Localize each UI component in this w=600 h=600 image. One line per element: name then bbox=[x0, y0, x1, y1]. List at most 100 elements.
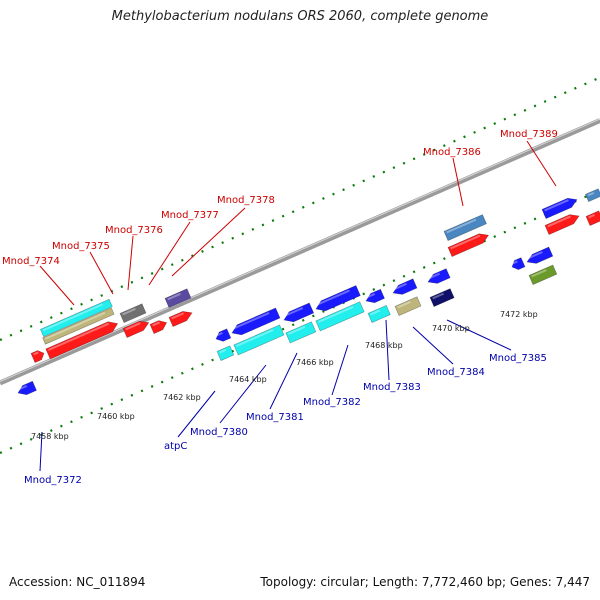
gene-blue-minus-h-shine bbox=[428, 272, 441, 280]
gene-blue-minus-f-shine bbox=[366, 293, 376, 299]
label-mnod-7389: Mnod_7389 bbox=[500, 129, 558, 140]
scale-ticks: 7458 kbp 7460 kbp 7462 kbp 7464 kbp 7466 kbp… bbox=[31, 310, 538, 441]
gene-slate-plus-body bbox=[164, 288, 192, 308]
gene-blue-minus-j-body bbox=[526, 246, 554, 264]
label-mnod-7382-leader bbox=[331, 344, 349, 396]
gene-features bbox=[17, 188, 600, 396]
gene-blue-plus-a bbox=[541, 197, 578, 219]
gene-blue-minus-d-body bbox=[283, 302, 315, 323]
gene-navy-minus-body bbox=[429, 288, 455, 307]
label-mnod-7376-leader bbox=[127, 235, 134, 291]
gene-red-plus-b bbox=[122, 320, 150, 338]
gene-cyan-plus-a bbox=[40, 298, 113, 338]
gene-khaki-minus bbox=[394, 296, 422, 316]
scale-label-3: 7464 kbp bbox=[229, 375, 267, 384]
gene-steel-plus-b bbox=[585, 188, 600, 203]
gene-blue-minus-b-shine bbox=[216, 331, 223, 337]
gene-blue-minus-g-body bbox=[392, 278, 418, 295]
scale-label-6: 7470 kbp bbox=[432, 324, 470, 333]
gene-olive-minus-shine bbox=[531, 269, 547, 278]
gene-red-plus-b-shine bbox=[125, 322, 141, 331]
label-atpc: atpC bbox=[164, 441, 187, 452]
label-mnod-7386: Mnod_7386 bbox=[423, 147, 481, 158]
gene-blue-minus-a-body bbox=[17, 380, 37, 396]
gene-cyan-minus-b bbox=[233, 324, 285, 356]
accession-text: Accession: NC_011894 bbox=[9, 575, 146, 589]
gene-khaki-plus-a bbox=[42, 307, 115, 345]
gene-red-plus-f-shine bbox=[547, 215, 571, 228]
gene-blue-minus-h bbox=[427, 268, 451, 284]
gene-red-plus-e bbox=[447, 233, 490, 257]
gene-red-plus-c bbox=[149, 320, 168, 334]
gene-cyan-minus-e-body bbox=[367, 305, 391, 323]
gene-khaki-minus-body bbox=[394, 296, 422, 316]
label-mnod-7378: Mnod_7378 bbox=[217, 195, 275, 206]
label-mnod-7374-leader bbox=[39, 265, 75, 306]
gene-red-plus-b-body bbox=[122, 320, 150, 338]
gene-khaki-minus-shine bbox=[397, 300, 411, 309]
gene-red-plus-c-body bbox=[149, 320, 168, 334]
label-atpc-leader bbox=[177, 390, 216, 438]
gene-blue-plus-a-shine bbox=[544, 199, 569, 212]
label-mnod-7376: Mnod_7376 bbox=[105, 225, 163, 236]
label-mnod-7372-leader bbox=[39, 431, 43, 472]
scale-label-2: 7462 kbp bbox=[163, 393, 201, 402]
gene-red-plus-f bbox=[544, 214, 580, 235]
label-mnod-7375: Mnod_7375 bbox=[52, 241, 110, 252]
gene-cyan-plus-a-shine bbox=[42, 303, 103, 332]
gene-red-plus-d-shine bbox=[171, 312, 184, 320]
gene-blue-minus-j-shine bbox=[527, 251, 543, 260]
gene-blue-minus-a-shine bbox=[18, 385, 28, 391]
gene-cyan-minus-d-shine bbox=[318, 305, 354, 323]
gene-red-plus-g-body bbox=[585, 210, 600, 226]
gene-gray-plus-body bbox=[119, 303, 147, 323]
gene-blue-minus-h-body bbox=[427, 268, 451, 284]
scale-label-1: 7460 kbp bbox=[97, 412, 135, 421]
gene-olive-minus bbox=[528, 264, 558, 285]
gene-blue-minus-g bbox=[392, 278, 418, 295]
gene-red-plus-small bbox=[30, 350, 45, 363]
label-mnod-7380: Mnod_7380 bbox=[190, 427, 248, 438]
gene-red-plus-small-body bbox=[30, 350, 45, 363]
gene-blue-minus-e-body bbox=[315, 285, 361, 312]
gene-red-plus-e-body bbox=[447, 233, 490, 257]
gene-cyan-minus-a-body bbox=[216, 345, 235, 361]
gene-navy-minus-shine bbox=[432, 292, 445, 300]
gene-cyan-minus-b-shine bbox=[236, 329, 274, 347]
gene-cyan-minus-c-shine bbox=[288, 325, 306, 335]
gene-gray-plus bbox=[119, 303, 147, 323]
gene-blue-minus-f bbox=[365, 288, 385, 304]
gene-blue-minus-i-body bbox=[511, 257, 526, 270]
gene-blue-minus-g-shine bbox=[393, 282, 407, 291]
label-mnod-7383: Mnod_7383 bbox=[363, 382, 421, 393]
gene-blue-minus-b-body bbox=[215, 328, 232, 342]
gene-red-plus-a-shine bbox=[48, 322, 110, 351]
gene-slate-plus-shine bbox=[167, 292, 181, 301]
gene-blue-minus-e bbox=[315, 285, 361, 312]
gene-red-plus-g-shine bbox=[588, 213, 595, 219]
plus-outer-dotline bbox=[0, 76, 600, 342]
label-mnod-7375-leader bbox=[89, 251, 114, 295]
gene-blue-minus-a bbox=[17, 380, 37, 396]
scale-label-0: 7458 kbp bbox=[31, 432, 69, 441]
gene-blue-minus-d bbox=[283, 302, 315, 323]
gene-blue-minus-i bbox=[511, 257, 526, 270]
gene-navy-minus bbox=[429, 288, 455, 307]
label-mnod-7389-leader bbox=[526, 140, 557, 187]
label-mnod-7382: Mnod_7382 bbox=[303, 397, 361, 408]
genome-backbone bbox=[0, 118, 600, 386]
gene-cyan-plus-a-body bbox=[40, 298, 113, 338]
gene-gray-plus-shine bbox=[122, 307, 136, 316]
gene-cyan-minus-c bbox=[285, 321, 317, 344]
gene-cyan-minus-a-shine bbox=[219, 348, 226, 354]
gene-blue-plus-a-body bbox=[541, 197, 578, 219]
label-mnod-7381-leader bbox=[269, 352, 298, 410]
backbone-highlight bbox=[0, 118, 600, 382]
label-mnod-7385: Mnod_7385 bbox=[489, 353, 547, 364]
topology-text: Topology: circular; Length: 7,772,460 bp… bbox=[260, 575, 590, 589]
gene-blue-minus-c-body bbox=[231, 307, 281, 336]
gene-blue-minus-c bbox=[231, 307, 281, 336]
label-mnod-7380-leader bbox=[219, 364, 267, 424]
gene-steel-plus-b-body bbox=[585, 188, 600, 203]
gene-blue-minus-f-body bbox=[365, 288, 385, 304]
